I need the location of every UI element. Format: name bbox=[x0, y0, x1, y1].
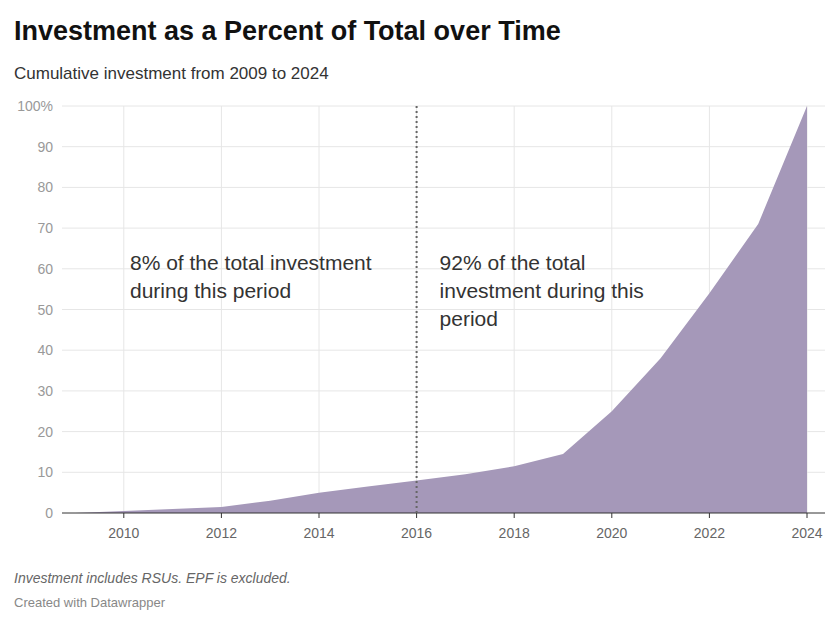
y-tick-label: 90 bbox=[37, 139, 53, 155]
x-axis-line bbox=[62, 513, 825, 514]
y-axis: 0 10 20 30 40 50 60 70 80 90 100% bbox=[17, 98, 53, 521]
y-tick-label: 30 bbox=[37, 383, 53, 399]
x-tick-label: 2018 bbox=[499, 525, 530, 541]
annotation-line: 92% of the total bbox=[440, 251, 586, 274]
y-tick-label: 50 bbox=[37, 302, 53, 318]
plot-area bbox=[75, 106, 807, 513]
tick-mark bbox=[807, 513, 808, 518]
tick-mark bbox=[221, 513, 222, 518]
y-tick-label: 20 bbox=[37, 424, 53, 440]
y-tick-label: 70 bbox=[37, 220, 53, 236]
tick-mark bbox=[611, 513, 612, 518]
annotation-line: during this period bbox=[130, 279, 291, 302]
annotation: 92% of the total investment during this pe… bbox=[440, 251, 644, 330]
x-tick-label: 2016 bbox=[401, 525, 432, 541]
y-tick-label: 0 bbox=[45, 505, 53, 521]
grid-line bbox=[123, 106, 124, 513]
grid-line bbox=[514, 106, 515, 513]
grid-line bbox=[62, 228, 825, 229]
annotation: 8% of the total investment during this pe… bbox=[130, 251, 372, 302]
tick-mark bbox=[416, 513, 417, 518]
x-tick-label: 2012 bbox=[206, 525, 237, 541]
grid-line bbox=[416, 106, 417, 513]
annotation-line: 8% of the total investment bbox=[130, 251, 372, 274]
tick-mark bbox=[514, 513, 515, 518]
tick-mark bbox=[123, 513, 124, 518]
x-tick-label: 2024 bbox=[791, 525, 822, 541]
grid bbox=[62, 106, 825, 513]
tick-mark bbox=[319, 513, 320, 518]
grid-line bbox=[62, 187, 825, 188]
annotation-line: investment during this bbox=[440, 279, 644, 302]
title: Investment as a Percent of Total over Ti… bbox=[14, 16, 561, 46]
grid-line bbox=[221, 106, 222, 513]
y-tick-label: 100% bbox=[17, 98, 53, 114]
chart: Investment as a Percent of Total over Ti… bbox=[0, 0, 840, 625]
x-axis: 2010 2012 2014 2016 2018 2020 2022 2024 bbox=[108, 513, 823, 541]
grid-line bbox=[62, 106, 825, 107]
y-tick-label: 60 bbox=[37, 261, 53, 277]
grid-line bbox=[319, 106, 320, 513]
x-tick-label: 2010 bbox=[108, 525, 139, 541]
y-tick-label: 40 bbox=[37, 342, 53, 358]
area bbox=[75, 106, 807, 513]
y-tick-label: 10 bbox=[37, 464, 53, 480]
note: Investment includes RSUs. EPF is exclude… bbox=[14, 570, 291, 586]
subtitle: Cumulative investment from 2009 to 2024 bbox=[14, 64, 329, 83]
grid-line bbox=[62, 146, 825, 147]
tick-mark bbox=[709, 513, 710, 518]
x-tick-label: 2014 bbox=[303, 525, 334, 541]
credit: Created with Datawrapper bbox=[14, 595, 166, 610]
x-tick-label: 2022 bbox=[694, 525, 725, 541]
annotation-line: period bbox=[440, 307, 498, 330]
y-tick-label: 80 bbox=[37, 179, 53, 195]
x-tick-label: 2020 bbox=[596, 525, 627, 541]
divider-line bbox=[416, 106, 418, 513]
